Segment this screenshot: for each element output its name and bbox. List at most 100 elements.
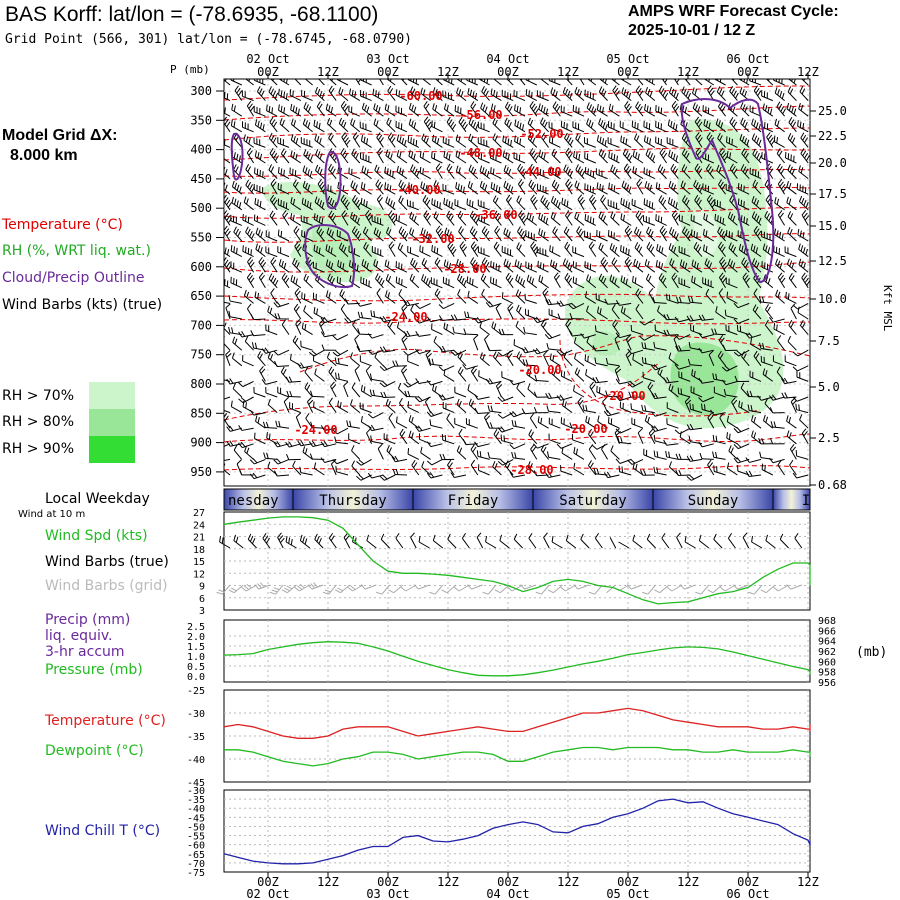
profile-wind-barb-flag bbox=[662, 152, 668, 159]
profile-wind-barb bbox=[327, 123, 337, 133]
profile-wind-barb-flag bbox=[478, 79, 480, 80]
profile-wind-barb-flag bbox=[546, 343, 549, 350]
profile-wind-barb-flag bbox=[801, 272, 806, 278]
profile-wind-barb-flag bbox=[626, 228, 631, 234]
profile-wind-barb bbox=[361, 187, 372, 195]
height-tick-label: 20.0 bbox=[818, 156, 847, 170]
profile-wind-barb-flag bbox=[507, 197, 512, 203]
profile-wind-barb-flag bbox=[364, 104, 367, 111]
profile-wind-barb-flag bbox=[566, 275, 571, 281]
profile-wind-barb-flag bbox=[804, 277, 809, 284]
profile-wind-barb bbox=[525, 79, 538, 86]
temperature-contour-label: -20.00 bbox=[564, 422, 607, 436]
profile-wind-barb-flag bbox=[511, 420, 514, 427]
profile-wind-barb-flag bbox=[746, 390, 750, 397]
profile-wind-barb bbox=[798, 108, 809, 117]
profile-wind-barb-flag bbox=[387, 132, 392, 138]
profile-wind-barb-flag bbox=[588, 428, 593, 435]
profile-wind-barb bbox=[478, 318, 490, 324]
value-tick-label: 960 bbox=[818, 657, 836, 668]
profile-wind-barb bbox=[408, 380, 420, 388]
profile-wind-barb-flag bbox=[586, 102, 590, 109]
profile-wind-barb-flag bbox=[723, 264, 729, 270]
profile-wind-barb bbox=[619, 334, 632, 339]
profile-wind-barb-flag bbox=[437, 228, 442, 234]
profile-wind-barb-flag bbox=[653, 364, 659, 370]
profile-wind-barb-flag bbox=[425, 231, 429, 238]
rh-key-90-swatch bbox=[89, 436, 135, 463]
profile-wind-barb bbox=[563, 356, 573, 367]
profile-wind-barb-flag bbox=[224, 194, 227, 200]
profile-wind-barb bbox=[749, 110, 762, 117]
profile-wind-barb-flag bbox=[769, 108, 773, 115]
profile-wind-barb-flag bbox=[453, 314, 458, 321]
profile-wind-barb-flag bbox=[458, 400, 462, 407]
profile-wind-barb-flag bbox=[510, 139, 512, 146]
profile-wind-barb-flag bbox=[727, 211, 731, 218]
profile-wind-barb bbox=[242, 443, 254, 449]
profile-wind-barb bbox=[789, 448, 797, 460]
profile-wind-barb-flag bbox=[483, 88, 487, 95]
profile-wind-barb-flag bbox=[733, 121, 738, 128]
profile-wind-barb-flag bbox=[527, 117, 531, 124]
profile-wind-barb-flag bbox=[736, 457, 741, 463]
profile-wind-barb-flag bbox=[604, 139, 607, 146]
profile-wind-barb-flag bbox=[776, 148, 781, 154]
profile-wind-barb bbox=[230, 427, 242, 432]
profile-wind-barb-flag bbox=[259, 153, 263, 160]
profile-wind-barb bbox=[352, 324, 361, 335]
profile-wind-barb-flag bbox=[343, 121, 347, 128]
profile-wind-barb-flag bbox=[729, 85, 734, 92]
profile-wind-barb-flag bbox=[270, 354, 274, 360]
profile-wind-barb-flag bbox=[675, 453, 679, 460]
profile-wind-barb-flag bbox=[526, 212, 530, 219]
profile-wind-barb-flag bbox=[344, 152, 349, 159]
profile-wind-barb-flag bbox=[717, 350, 722, 357]
profile-wind-barb-flag bbox=[351, 382, 356, 388]
profile-wind-barb-flag bbox=[540, 214, 544, 221]
profile-wind-barb-flag bbox=[470, 135, 474, 142]
profile-wind-barb bbox=[528, 138, 538, 148]
profile-wind-barb-flag bbox=[467, 88, 470, 95]
profile-wind-barb bbox=[327, 357, 337, 367]
profile-wind-barb-flag bbox=[576, 88, 580, 95]
profile-wind-barb-flag bbox=[292, 198, 296, 205]
profile-wind-barb-flag bbox=[533, 470, 538, 477]
profile-wind-barb-flag bbox=[699, 452, 703, 459]
profile-wind-barb-flag bbox=[351, 460, 356, 467]
profile-wind-barb-flag bbox=[805, 155, 810, 161]
profile-wind-barb-flag bbox=[311, 350, 317, 356]
profile-wind-barb bbox=[796, 376, 809, 382]
profile-wind-barb bbox=[625, 354, 632, 367]
profile-wind-barb-flag bbox=[352, 182, 356, 189]
sfc-wind-barb-grid-flag bbox=[243, 585, 250, 590]
profile-wind-barb-flag bbox=[506, 210, 511, 216]
profile-wind-barb-flag bbox=[758, 296, 762, 303]
profile-wind-barb-flag bbox=[683, 228, 688, 235]
profile-wind-barb-flag bbox=[647, 182, 650, 189]
profile-wind-barb bbox=[395, 282, 408, 289]
profile-wind-barb-flag bbox=[458, 152, 461, 159]
profile-wind-barb-flag bbox=[766, 213, 770, 219]
profile-wind-barb-flag bbox=[668, 461, 672, 468]
legend-wind-chill: Wind Chill T (°C) bbox=[45, 823, 161, 839]
profile-wind-barb-flag bbox=[335, 465, 337, 472]
legend-temperature-sfc: Temperature (°C) bbox=[45, 713, 166, 729]
profile-wind-barb-flag bbox=[349, 275, 352, 282]
profile-wind-barb-flag bbox=[294, 241, 299, 247]
profile-wind-barb-flag bbox=[519, 262, 522, 269]
profile-wind-barb-flag bbox=[433, 199, 436, 206]
profile-wind-barb-flag bbox=[269, 116, 274, 123]
profile-wind-barb-flag bbox=[295, 278, 298, 285]
sfc-wind-barb-grid-flag bbox=[429, 591, 436, 595]
profile-wind-barb-flag bbox=[404, 390, 408, 397]
profile-wind-barb-flag bbox=[399, 71, 402, 76]
profile-wind-barb bbox=[350, 404, 361, 413]
profile-wind-barb-flag bbox=[372, 88, 375, 95]
profile-wind-barb bbox=[678, 474, 691, 477]
rh-key-70-label: RH > 70% bbox=[2, 388, 75, 404]
profile-wind-barb-flag bbox=[385, 149, 389, 156]
profile-wind-barb-flag bbox=[365, 200, 368, 207]
profile-wind-barb bbox=[467, 186, 479, 195]
profile-wind-barb bbox=[549, 359, 561, 367]
